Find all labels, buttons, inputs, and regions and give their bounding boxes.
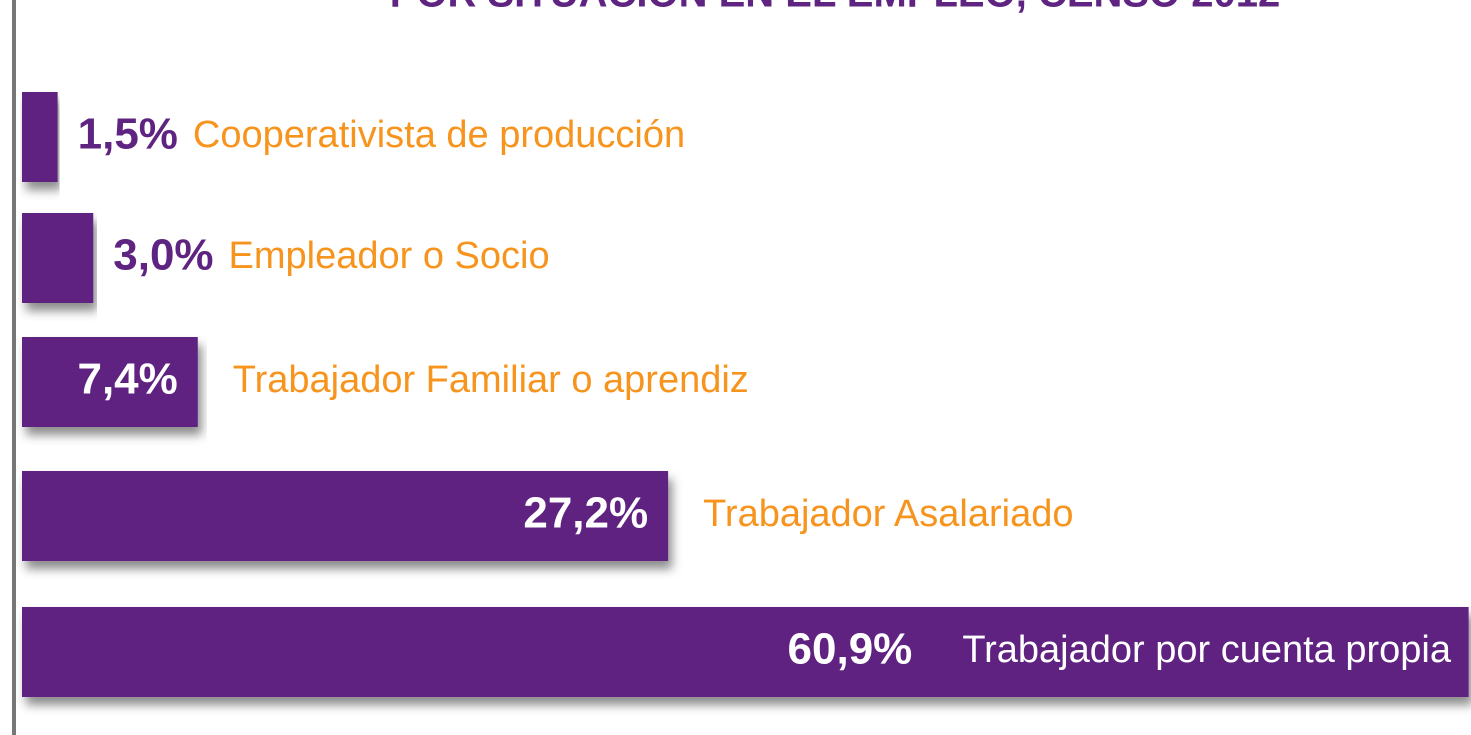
bar [22,471,669,561]
bar [22,337,198,427]
bar [22,213,94,303]
chart-title: POR SITUACIÓN EN EL EMPLEO, CENSO 2012 [390,0,1281,16]
value-label: 27,2% [523,489,648,538]
category-label: Cooperativista de producción [193,114,685,156]
category-label: Empleador o Socio [229,235,550,277]
value-label: 60,9% [788,625,913,674]
bar [22,607,1469,697]
category-label: Trabajador Asalariado [703,493,1073,535]
value-label: 3,0% [113,231,213,280]
category-label: Trabajador Familiar o aprendiz [233,359,749,401]
value-label: 1,5% [78,110,178,159]
category-label: Trabajador por cuenta propia [962,629,1452,671]
value-label: 7,4% [77,355,177,404]
bar [22,92,58,182]
